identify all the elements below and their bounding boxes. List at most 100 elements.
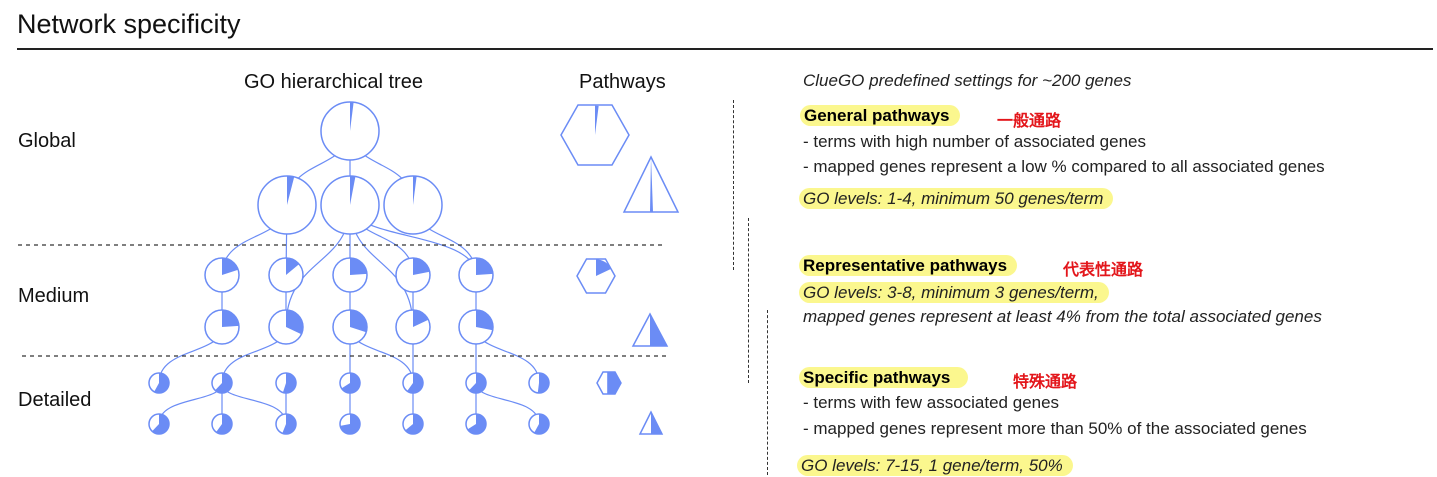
node-fill [537, 373, 550, 393]
go-term-node [332, 257, 368, 293]
go-term-node [148, 413, 170, 435]
go-term-node [204, 257, 240, 293]
go-term-node [268, 309, 304, 345]
pathway-triangle [638, 410, 664, 435]
node-fill [287, 176, 295, 205]
heading-highlight: General pathways [800, 105, 960, 126]
section-heading-representative: Representative pathways [799, 255, 1018, 276]
go-term-node [204, 309, 240, 345]
go-term-node [458, 309, 494, 345]
tree-column-heading: GO hierarchical tree [244, 71, 423, 93]
settings-intro: ClueGO predefined settings for ~200 gene… [803, 71, 1132, 90]
heading-highlight: Representative pathways [799, 255, 1018, 276]
node-fill [350, 176, 356, 205]
hexagon-fill [595, 105, 599, 135]
go-term-node [458, 257, 494, 293]
go-term-node [275, 372, 297, 394]
bullet-text: - terms with high number of associated g… [803, 132, 1147, 151]
pathways-column-heading: Pathways [579, 71, 666, 93]
go-term-node [332, 309, 368, 345]
go-term-node [339, 413, 361, 435]
go-term-node [148, 372, 170, 394]
go-levels-general: GO levels: 1-4, minimum 50 genes/term [799, 188, 1114, 209]
level-label-detailed: Detailed [18, 389, 92, 411]
pathway-triangle [622, 155, 680, 213]
bullet-text: - terms with few associated genes [803, 393, 1060, 412]
node-fill [350, 102, 354, 131]
level-label-medium: Medium [18, 285, 90, 307]
pathway-shapes [560, 104, 680, 435]
chinese-label-representative: 代表性通路 [1063, 262, 1144, 279]
heading-highlight: Specific pathways [799, 367, 969, 388]
chinese-label-general: 一般通路 [997, 113, 1062, 130]
go-term-node [395, 257, 431, 293]
pathway-hexagon [596, 371, 622, 395]
bullet-text: - mapped genes represent more than 50% o… [803, 419, 1307, 438]
go-hierarchy-diagram [18, 101, 680, 435]
hexagon-fill [596, 259, 612, 276]
triangle-fill [650, 157, 653, 212]
go-term-node [211, 372, 233, 394]
pathway-triangle [631, 312, 669, 347]
go-term-node [320, 175, 380, 235]
bullet-text: - mapped genes represent a low % compare… [803, 157, 1325, 176]
node-fill [340, 414, 361, 434]
page-title: Network specificity [17, 9, 241, 39]
go-term-node [211, 413, 233, 435]
go-term-node [275, 413, 297, 435]
chinese-label-specific: 特殊通路 [1013, 374, 1078, 391]
go-term-node [402, 413, 424, 435]
node-fill [154, 373, 170, 393]
title-divider [17, 48, 1433, 50]
separator-dashed [767, 310, 768, 475]
node-fill [152, 414, 169, 435]
representative-note: mapped genes represent at least 4% from … [803, 307, 1322, 326]
node-fill [222, 258, 239, 275]
section-heading-specific: Specific pathways [799, 367, 969, 388]
go-term-node [528, 413, 550, 435]
pathway-hexagon [560, 104, 630, 166]
go-term-node [465, 413, 487, 435]
node-fill [407, 373, 423, 393]
go-term-node [320, 101, 380, 161]
node-fill [413, 258, 430, 275]
go-levels-highlight: GO levels: 7-15, 1 gene/term, 50% [797, 455, 1073, 476]
node-fill [286, 258, 300, 275]
pathway-hexagon [576, 258, 616, 294]
node-fill [413, 176, 417, 205]
node-fill [222, 310, 239, 327]
node-fill [216, 414, 232, 434]
go-term-node [395, 309, 431, 345]
go-levels-representative: GO levels: 3-8, minimum 3 genes/term, [799, 282, 1109, 303]
go-term-node [465, 372, 487, 394]
node-fill [413, 310, 429, 327]
separator-dashed [733, 100, 734, 270]
go-term-node [383, 175, 443, 235]
node-fill [476, 309, 494, 331]
tree-edge [475, 382, 540, 425]
level-label-global: Global [18, 130, 76, 152]
tree-edge [158, 382, 223, 425]
go-term-node [339, 372, 361, 394]
node-fill [350, 258, 367, 275]
go-levels-highlight: GO levels: 1-4, minimum 50 genes/term [799, 188, 1114, 209]
node-fill [467, 414, 487, 434]
go-term-node [268, 257, 304, 293]
tree-edge [221, 382, 287, 425]
separator-dashed [748, 218, 749, 383]
node-fill [405, 414, 423, 434]
go-term-node [402, 372, 424, 394]
node-fill [341, 373, 361, 393]
hexagon-fill [607, 372, 621, 394]
tree-nodes [148, 101, 550, 435]
node-fill [534, 414, 550, 435]
node-fill [215, 373, 232, 393]
node-fill [282, 373, 297, 393]
node-fill [469, 373, 486, 393]
triangle-fill [650, 314, 667, 346]
section-heading-general: General pathways [800, 105, 960, 126]
triangle-fill [651, 412, 662, 434]
node-fill [282, 414, 296, 434]
go-term-node [528, 372, 550, 394]
go-levels-highlight: GO levels: 3-8, minimum 3 genes/term, [799, 282, 1109, 303]
